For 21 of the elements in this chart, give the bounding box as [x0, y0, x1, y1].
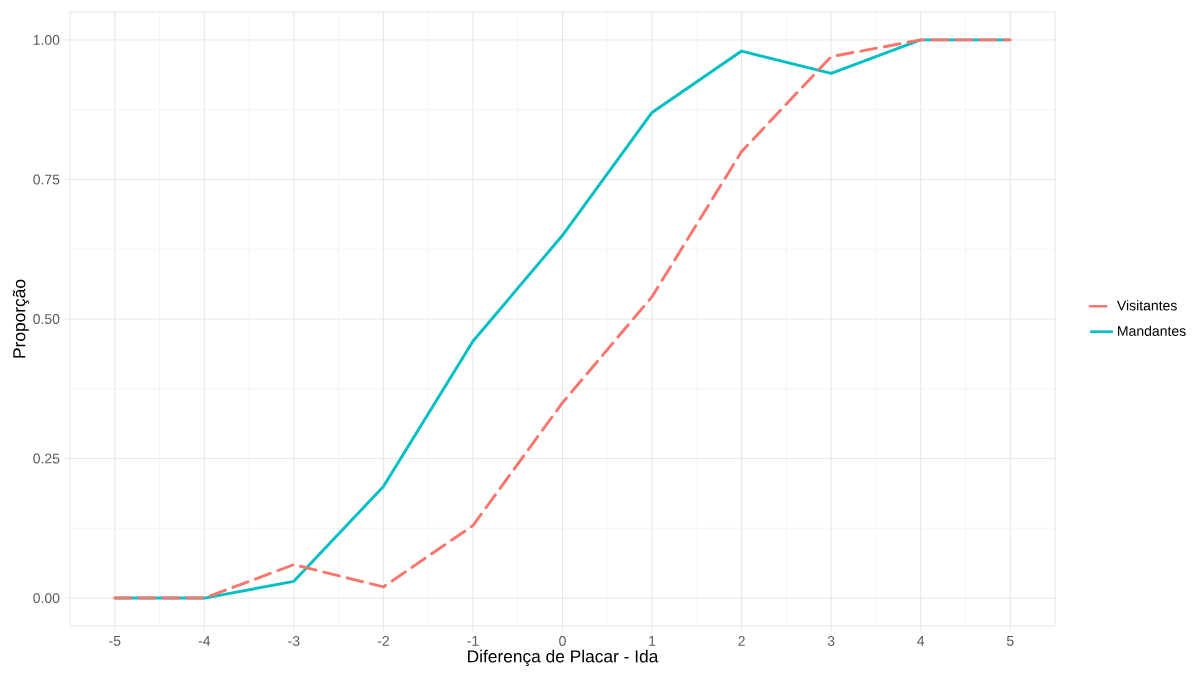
y-tick-label: 0.25	[33, 453, 60, 464]
y-axis-title: Proporção	[12, 279, 29, 358]
legend-label: Visitantes	[1116, 300, 1177, 311]
x-tick-label: 2	[738, 636, 745, 646]
y-tick-label: 0.75	[33, 174, 60, 185]
y-tick-label: 0.00	[33, 593, 60, 604]
x-tick-label: 4	[917, 636, 925, 646]
x-tick-label: -2	[377, 636, 389, 646]
x-tick-label: 0	[559, 636, 566, 646]
legend-label: Mandantes	[1118, 325, 1186, 336]
x-tick-label: -5	[109, 636, 121, 646]
x-tick-label: 1	[649, 636, 656, 646]
x-tick-label: -1	[467, 636, 479, 646]
y-tick-label: 1.00	[33, 34, 60, 45]
y-tick-label: 0.50	[33, 314, 60, 324]
x-tick-label: 3	[827, 636, 835, 646]
x-tick-label: -3	[288, 636, 300, 646]
x-axis-title: Diferença de Placar - Ida	[468, 649, 659, 667]
x-tick-label: 5	[1006, 636, 1014, 646]
x-tick-label: -4	[198, 636, 211, 646]
line-series	[113, 38, 1012, 600]
